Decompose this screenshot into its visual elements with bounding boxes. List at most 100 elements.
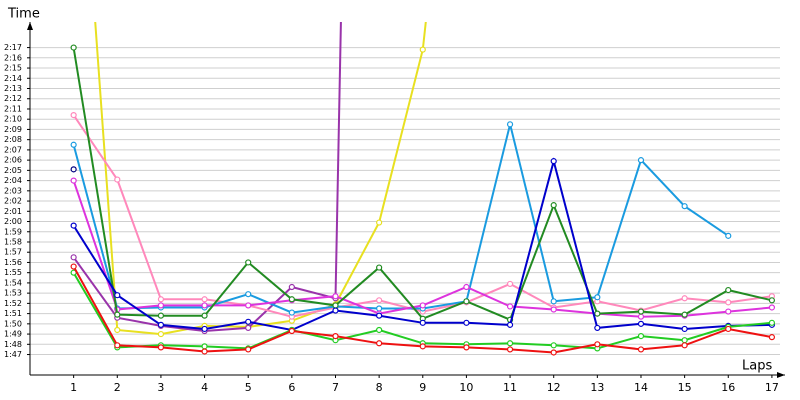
data-point: [332, 293, 339, 300]
data-point: [288, 327, 295, 335]
y-tick-label: 2:12: [4, 94, 22, 103]
data-point: [681, 295, 688, 302]
data-point: [506, 321, 514, 328]
data-point: [463, 283, 470, 291]
data-point: [681, 337, 688, 344]
data-point: [637, 313, 645, 320]
data-point: [768, 304, 776, 311]
x-tick-label: 5: [245, 381, 252, 394]
data-point: [201, 325, 208, 333]
x-tick-label: 6: [288, 381, 295, 394]
data-point: [594, 294, 601, 301]
data-point: [288, 296, 295, 303]
data-point: [725, 325, 732, 333]
y-tick-label: 2:04: [4, 176, 22, 185]
data-point: [725, 286, 732, 294]
x-tick-label: 8: [376, 381, 383, 394]
series-line: [72, 124, 729, 314]
y-tick-label: 2:16: [4, 53, 22, 62]
data-point: [70, 254, 77, 261]
data-point: [245, 318, 252, 325]
data-point: [70, 44, 77, 51]
data-point: [157, 321, 165, 328]
y-tick-label: 1:47: [4, 350, 22, 359]
data-point: [681, 325, 688, 333]
data-point: [506, 346, 514, 353]
x-tick-label: 2: [114, 381, 121, 394]
data-point: [506, 280, 514, 288]
y-tick-label: 2:01: [4, 207, 22, 216]
data-point: [376, 305, 383, 312]
x-tick-label: 15: [678, 381, 692, 394]
data-point: [157, 312, 165, 319]
data-point: [70, 222, 77, 229]
data-point: [114, 292, 121, 299]
series-line: [94, 22, 427, 336]
data-point: [506, 303, 514, 310]
data-point: [114, 311, 121, 318]
data-point: [332, 333, 339, 340]
data-point: [550, 306, 557, 313]
data-point: [550, 202, 557, 209]
data-point: [157, 344, 165, 351]
data-point: [550, 349, 557, 356]
y-tick-label: 2:15: [4, 64, 22, 73]
y-tick-label: 1:58: [4, 237, 22, 246]
x-axis-label: Laps: [742, 359, 772, 374]
y-tick-label: 1:59: [4, 227, 22, 236]
y-tick-label: 2:14: [4, 74, 22, 83]
data-point: [201, 343, 208, 350]
data-point: [70, 112, 77, 119]
x-tick-label: 12: [547, 381, 561, 394]
y-tick-label: 1:55: [4, 268, 22, 277]
data-point: [637, 346, 645, 353]
data-point: [245, 324, 252, 332]
data-point: [201, 302, 208, 309]
y-tick-label: 2:17: [4, 43, 22, 52]
data-point: [114, 176, 121, 183]
data-point: [550, 342, 557, 349]
data-point: [332, 307, 339, 314]
data-point: [637, 308, 645, 315]
x-tick-label: 9: [419, 381, 426, 394]
y-tick-label: 1:57: [4, 248, 22, 257]
y-tick-label: 2:10: [4, 115, 22, 124]
y-tick-label: 1:48: [4, 340, 22, 349]
data-point: [725, 299, 732, 306]
data-point: [681, 203, 688, 210]
data-point: [376, 297, 383, 304]
grid: [30, 47, 780, 356]
data-point: [637, 320, 645, 327]
data-point: [637, 157, 645, 164]
data-point: [376, 326, 383, 334]
data-point: [70, 177, 77, 184]
x-tick-label: 11: [503, 381, 517, 394]
plot-area: [70, 22, 776, 356]
data-point: [419, 319, 426, 326]
data-point: [594, 324, 601, 332]
data-point: [157, 330, 165, 338]
data-point: [245, 291, 252, 298]
data-point: [550, 298, 557, 305]
data-point: [768, 297, 776, 304]
data-point: [463, 344, 470, 351]
data-point: [419, 343, 426, 350]
series-line: [72, 114, 773, 318]
x-tick-label: 1: [70, 381, 77, 394]
data-point: [70, 166, 77, 173]
data-point: [245, 259, 252, 266]
y-tick-label: 1:56: [4, 258, 22, 267]
data-point: [376, 219, 383, 226]
data-point: [681, 342, 688, 349]
y-tick-label: 1:52: [4, 299, 22, 308]
y-tick-label: 2:03: [4, 186, 22, 195]
series-line: [72, 22, 342, 333]
data-point: [681, 311, 688, 318]
data-point: [725, 308, 732, 315]
data-point: [70, 263, 77, 270]
y-tick-label: 2:09: [4, 125, 22, 134]
data-point: [376, 264, 383, 271]
data-point: [768, 334, 776, 341]
data-point: [463, 298, 470, 305]
data-point: [201, 312, 208, 319]
